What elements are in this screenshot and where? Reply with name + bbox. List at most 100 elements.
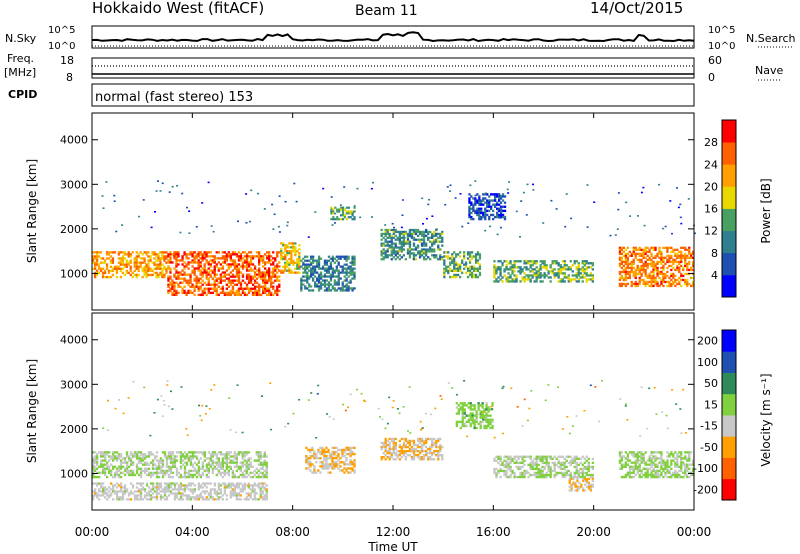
data-cell bbox=[468, 209, 471, 213]
data-cell bbox=[253, 281, 257, 284]
data-cell bbox=[237, 251, 241, 254]
data-cell bbox=[227, 263, 231, 266]
data-cell bbox=[433, 450, 436, 453]
data-cell bbox=[185, 471, 189, 475]
data-cell bbox=[284, 257, 287, 261]
data-cell bbox=[644, 270, 647, 274]
data-cell bbox=[173, 291, 176, 295]
data-cell bbox=[253, 279, 257, 282]
data-cell bbox=[688, 260, 691, 264]
data-cell bbox=[249, 251, 253, 254]
data-cell bbox=[666, 260, 669, 264]
data-cell bbox=[468, 273, 472, 277]
data-cell bbox=[237, 279, 241, 282]
data-cell bbox=[463, 255, 466, 258]
data-cell bbox=[384, 443, 387, 447]
data-cell bbox=[624, 284, 627, 288]
data-cell bbox=[567, 473, 570, 477]
data-cell bbox=[255, 459, 258, 462]
data-cell bbox=[179, 475, 183, 479]
data-cell bbox=[110, 471, 113, 475]
data-cell bbox=[333, 269, 336, 272]
data-cell bbox=[473, 414, 476, 417]
data-cell bbox=[125, 455, 129, 458]
data-cell bbox=[288, 261, 291, 265]
data-cell bbox=[286, 221, 289, 224]
data-cell bbox=[418, 450, 422, 453]
data-cell bbox=[427, 250, 430, 253]
data-cell bbox=[587, 274, 590, 277]
data-cell bbox=[686, 264, 689, 268]
data-cell bbox=[692, 284, 695, 288]
data-cell bbox=[494, 215, 497, 219]
data-cell bbox=[185, 255, 188, 258]
data-cell bbox=[203, 484, 206, 487]
data-cell bbox=[255, 255, 259, 258]
data-cell bbox=[414, 246, 418, 249]
data-cell bbox=[646, 264, 649, 268]
data-cell bbox=[390, 454, 393, 457]
data-cell bbox=[203, 265, 206, 268]
data-cell bbox=[305, 459, 308, 462]
data-cell bbox=[584, 479, 587, 483]
data-cell bbox=[241, 289, 245, 293]
data-cell bbox=[617, 192, 620, 194]
data-cell bbox=[225, 293, 229, 297]
data-cell bbox=[127, 459, 131, 462]
data-cell bbox=[186, 206, 188, 209]
data-cell bbox=[420, 445, 424, 449]
data-cell bbox=[163, 275, 166, 279]
data-cell bbox=[149, 259, 152, 262]
data-cell bbox=[249, 269, 253, 272]
data-cell bbox=[531, 276, 534, 279]
data-cell bbox=[110, 492, 113, 495]
data-cell bbox=[333, 257, 336, 260]
data-cell bbox=[179, 498, 183, 501]
data-cell bbox=[517, 465, 520, 469]
data-cell bbox=[618, 278, 622, 282]
data-cell bbox=[463, 422, 466, 426]
data-cell bbox=[503, 195, 507, 198]
data-cell bbox=[113, 492, 117, 495]
data-cell bbox=[403, 237, 406, 239]
data-cell bbox=[100, 461, 103, 464]
data-cell bbox=[618, 282, 622, 286]
data-cell bbox=[137, 467, 141, 470]
data-cell bbox=[394, 234, 397, 237]
data-cell bbox=[237, 467, 240, 470]
data-cell bbox=[628, 473, 631, 477]
data-cell bbox=[141, 453, 145, 456]
data-cell bbox=[203, 255, 206, 258]
data-cell bbox=[323, 463, 326, 466]
data-cell bbox=[472, 267, 476, 270]
cpid-label: CPID bbox=[8, 88, 37, 101]
data-cell bbox=[406, 441, 410, 445]
data-cell bbox=[323, 448, 326, 452]
data-cell bbox=[551, 461, 554, 465]
data-cell bbox=[260, 277, 263, 280]
data-cell bbox=[571, 270, 574, 273]
data-cell bbox=[325, 267, 329, 270]
data-cell bbox=[414, 232, 418, 236]
data-cell bbox=[644, 284, 647, 288]
data-cell bbox=[179, 455, 183, 458]
data-cell bbox=[207, 261, 210, 264]
data-cell bbox=[650, 254, 653, 258]
data-cell bbox=[317, 257, 321, 260]
data-cell bbox=[521, 457, 524, 461]
data-cell bbox=[638, 252, 641, 256]
data-cell bbox=[223, 455, 226, 458]
data-cell bbox=[680, 264, 683, 268]
data-cell bbox=[515, 461, 518, 465]
data-cell bbox=[99, 261, 103, 264]
data-cell bbox=[235, 267, 239, 270]
data-cell bbox=[247, 273, 251, 276]
data-cell bbox=[341, 265, 344, 268]
data-cell bbox=[396, 450, 399, 453]
data-cell bbox=[233, 279, 237, 282]
data-cell bbox=[137, 253, 140, 256]
data-cell bbox=[201, 283, 204, 286]
data-cell bbox=[682, 266, 685, 270]
data-cell bbox=[233, 484, 236, 487]
data-cell bbox=[151, 467, 155, 470]
